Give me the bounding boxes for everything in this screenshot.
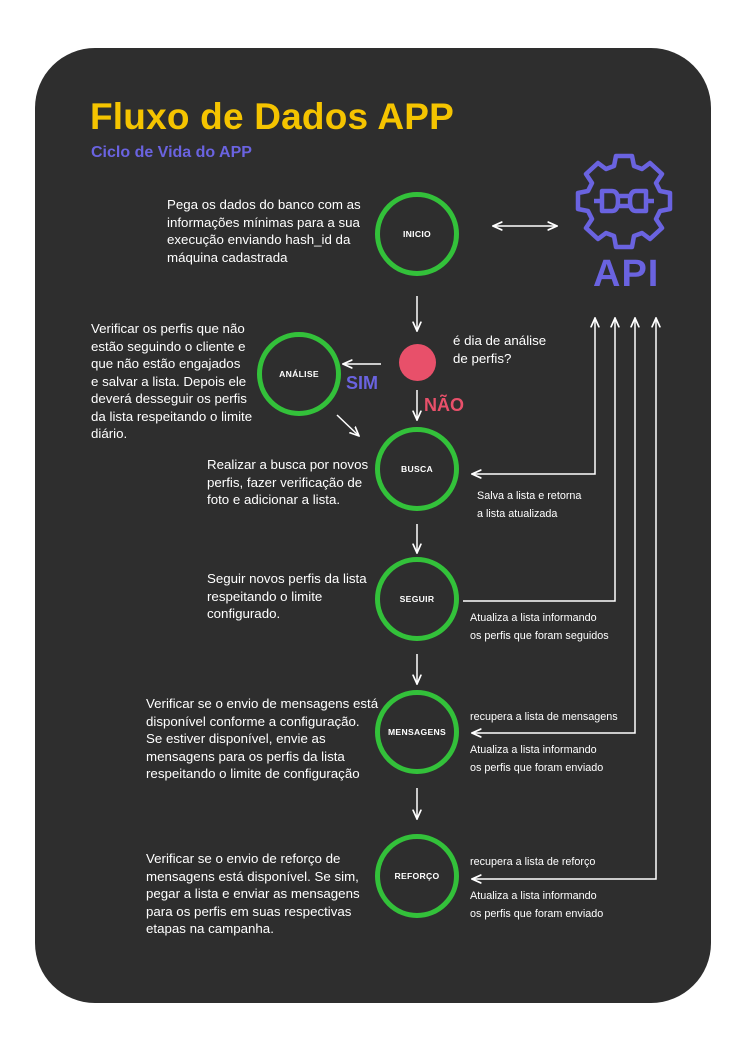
seguir-description: Seguir novos perfis da lista respeitando… — [207, 571, 367, 621]
node-busca-label: BUSCA — [400, 464, 434, 474]
node-reforco-label: REFORÇO — [394, 871, 440, 881]
node-mensagens: MENSAGENS — [375, 690, 459, 774]
busca-api-note: Salva a lista e retorna a lista atualiza… — [477, 490, 582, 520]
page-title: Fluxo de Dados APP — [90, 96, 455, 137]
node-analise: ANÁLISE — [257, 332, 341, 416]
analise-description: Verificar os perfis que não estão seguin… — [91, 321, 253, 441]
mensagens-update-note: Atualiza a lista informando os perfis qu… — [470, 744, 604, 774]
decision-no-label: NÃO — [424, 395, 464, 415]
mensagens-get-note: recupera a lista de mensagens — [470, 711, 618, 723]
reforco-update-note: Atualiza a lista informando os perfis qu… — [470, 890, 604, 920]
inicio-description: Pega os dados do banco com as informaçõe… — [167, 197, 361, 265]
line-api-reforco — [472, 318, 656, 879]
decision-question: é dia de análise de perfis? — [453, 333, 547, 366]
busca-description: Realizar a busca por novos perfis, fazer… — [207, 457, 369, 507]
page-subtitle: Ciclo de Vida do APP — [91, 144, 252, 161]
node-seguir: SEGUIR — [375, 557, 459, 641]
node-seguir-label: SEGUIR — [399, 594, 435, 604]
node-inicio: INICIO — [375, 192, 459, 276]
seguir-api-note: Atualiza a lista informando os perfis qu… — [470, 612, 609, 642]
node-busca: BUSCA — [375, 427, 459, 511]
gear-plug-icon — [575, 153, 673, 250]
node-mensagens-label: MENSAGENS — [387, 727, 447, 737]
arrow-analise-busca — [336, 414, 359, 436]
mensagens-description: Verificar se o envio de mensagens está d… — [146, 696, 379, 781]
node-analise-label: ANÁLISE — [279, 369, 319, 379]
reforco-get-note: recupera a lista de reforço — [470, 856, 596, 868]
api-label: API — [593, 253, 660, 295]
reforco-description: Verificar se o envio de reforço de mensa… — [146, 851, 360, 936]
node-inicio-label: INICIO — [402, 229, 432, 239]
line-api-mensagens — [472, 318, 635, 733]
decision-node — [399, 344, 436, 381]
node-reforco: REFORÇO — [375, 834, 459, 918]
decision-yes-label: SIM — [346, 373, 379, 393]
